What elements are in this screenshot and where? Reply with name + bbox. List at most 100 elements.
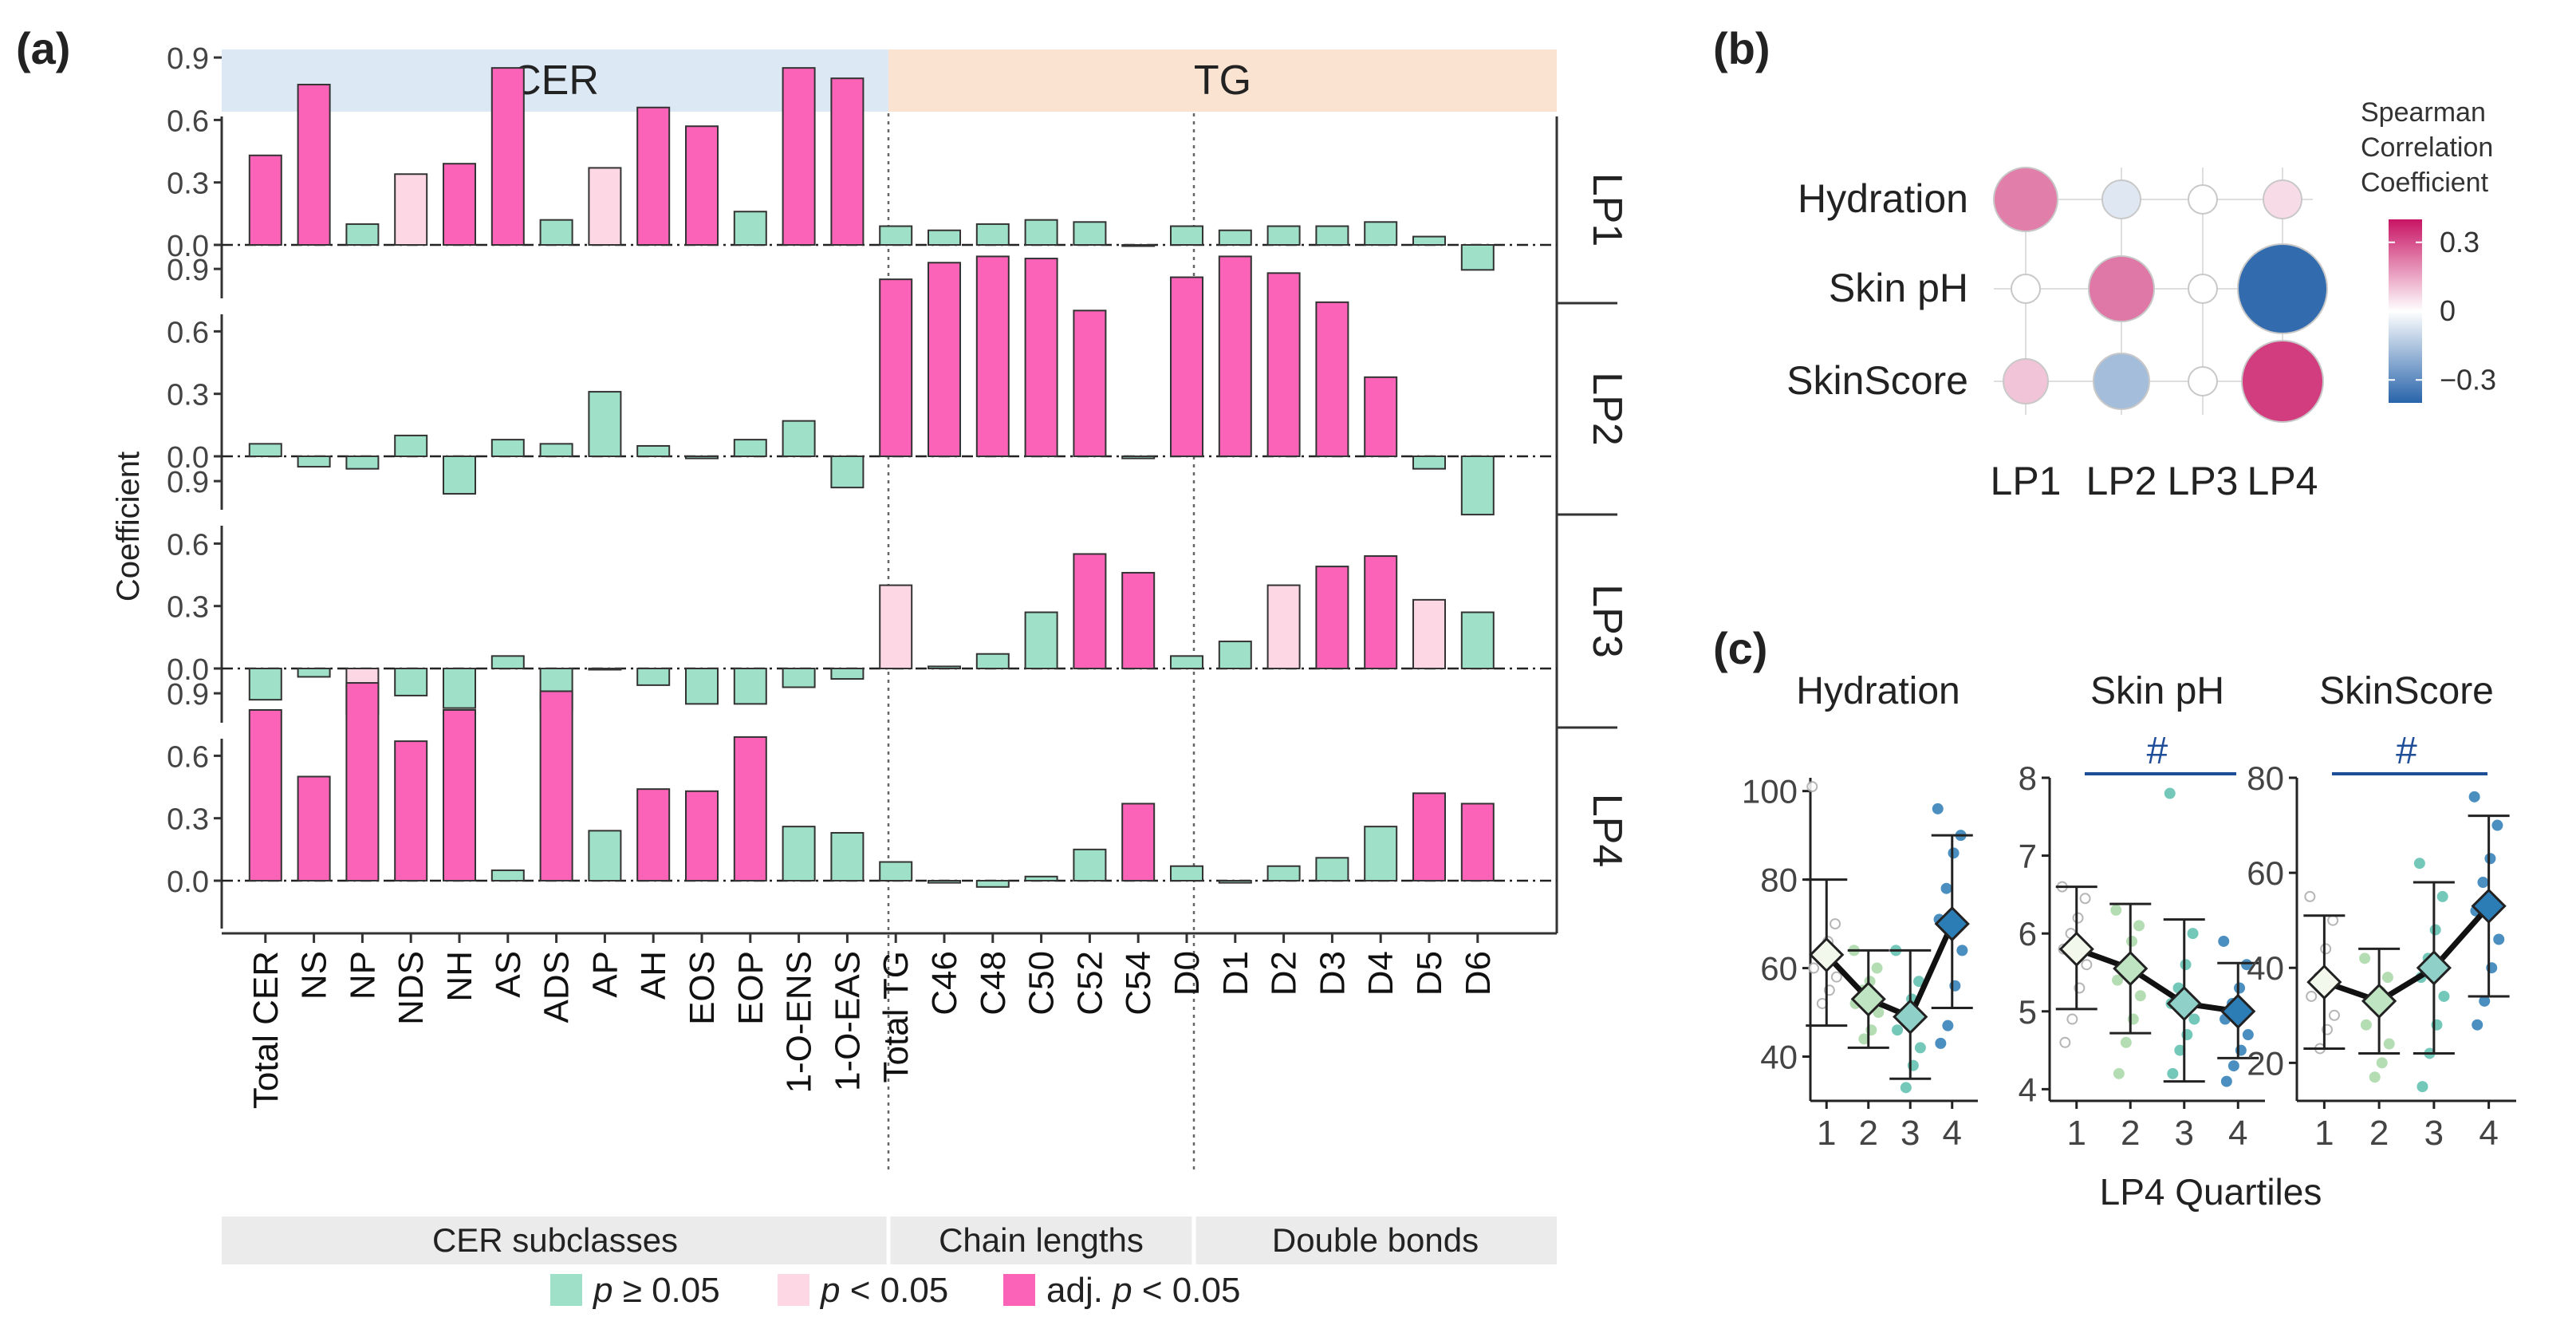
qpanel-point	[2133, 920, 2145, 932]
qpanel-point	[1830, 918, 1841, 930]
legend-label-ns: p ≥ 0.05	[592, 1271, 720, 1310]
qpanel-ytick-label: 100	[1742, 773, 1798, 810]
heat-row-label-2: SkinScore	[1786, 358, 1968, 403]
bottom-strip-label-0: CER subclasses	[432, 1221, 678, 1259]
qpanel-point	[1830, 971, 1842, 983]
colorbar-title-line1: Spearman	[2361, 97, 2486, 128]
qpanel-point	[2110, 904, 2122, 916]
bar-LP4-C46	[928, 880, 961, 884]
bar-LP4-1-O-EAS	[830, 831, 865, 881]
xtick-label-Total TG: Total TG	[876, 951, 916, 1083]
xtick-label-AP: AP	[585, 951, 624, 998]
bar-LP3-D6	[1460, 611, 1495, 670]
qpanel-ytick-label: 60	[2247, 854, 2284, 892]
heat-col-label-3: LP4	[2247, 459, 2318, 503]
ytick-label: 0.6	[167, 740, 209, 774]
qpanel-mean-diamond	[2220, 993, 2256, 1029]
qpanel-point	[2220, 1075, 2232, 1087]
bar-LP3-EOS	[685, 668, 719, 705]
xtick-label-C54: C54	[1119, 951, 1158, 1016]
bar-LP1-NP	[345, 223, 380, 246]
bar-LP2-D2	[1266, 272, 1301, 457]
bar-LP4-NDS	[394, 740, 428, 881]
qpanel-point	[2242, 1029, 2254, 1041]
qpanel-mean-diamond	[2416, 950, 2452, 986]
bar-LP2-C50	[1024, 258, 1058, 457]
qpanel-mean-diamond	[2361, 983, 2397, 1020]
bar-LP2-NH	[443, 456, 476, 495]
xtick-label-D0: D0	[1168, 951, 1207, 996]
heat-row-label-1: Skin pH	[1829, 266, 1968, 310]
bar-LP2-D1	[1218, 255, 1252, 457]
bottom-strip-1	[888, 1217, 1194, 1264]
ytick-label: 0.0	[167, 230, 209, 263]
qpanel-point	[1900, 1082, 1912, 1094]
bar-LP2-Total TG	[879, 278, 913, 457]
qpanel-point	[2477, 877, 2489, 889]
bar-LP3-D0	[1170, 655, 1203, 670]
colorbar-title-line3: Coefficient	[2361, 168, 2489, 198]
qpanel-point	[2493, 933, 2505, 945]
bar-LP1-1-O-ENS	[782, 67, 816, 246]
bar-LP1-D2	[1266, 225, 1301, 246]
heat-cell-Skin pH-LP1	[2011, 274, 2041, 304]
bar-LP3-C48	[975, 653, 1010, 669]
bar-LP2-Total CER	[248, 443, 282, 458]
xtick-label-D1: D1	[1216, 951, 1255, 996]
strip-tg-label: TG	[1194, 57, 1251, 104]
bar-LP4-EOP	[733, 736, 767, 881]
bar-LP2-D5	[1412, 456, 1446, 470]
bar-LP3-Total CER	[248, 668, 282, 701]
qpanel-ytick-label: 20	[2247, 1044, 2284, 1082]
bar-LP1-C52	[1073, 221, 1107, 246]
qpanel-point	[1942, 1020, 1954, 1031]
qpanel-point	[2491, 819, 2503, 831]
heat-cell-SkinScore-LP4	[2241, 340, 2324, 423]
facet-label-LP2: LP2	[1584, 372, 1630, 446]
qpanel-point	[1871, 962, 1883, 974]
heat-cell-SkinScore-LP3	[2188, 366, 2218, 396]
ytick-label: 0.9	[167, 678, 209, 712]
qpanel-xtick-label: 2	[2121, 1114, 2140, 1153]
qpanel-mean-line-2	[2323, 904, 2491, 1004]
panel-label-b: (b)	[1713, 23, 1771, 73]
bar-LP2-C54	[1121, 456, 1156, 459]
qpanel-point	[2113, 1067, 2125, 1079]
bar-LP1-C46	[928, 229, 961, 246]
qpanel-point	[2327, 914, 2339, 926]
bar-LP2-AH	[636, 444, 671, 458]
xtick-label-1-O-ENS: 1-O-ENS	[780, 951, 819, 1093]
qpanel-title-1: Skin pH	[2090, 670, 2224, 712]
bottom-strip-0	[222, 1217, 888, 1264]
bar-LP3-C54	[1121, 571, 1156, 669]
legend-swatch-adj	[1003, 1274, 1035, 1306]
qpanel-point	[2187, 928, 2199, 940]
qpanel-ytick-label: 7	[2019, 838, 2037, 875]
qpanel-point	[1956, 945, 1968, 956]
bar-LP2-AS	[490, 439, 525, 457]
xtick-label-NH: NH	[440, 951, 479, 1002]
heat-col-label-1: LP2	[2086, 459, 2157, 503]
heat-cell-Skin pH-LP4	[2237, 243, 2328, 334]
legend-swatch-ns	[550, 1274, 582, 1306]
qpanel-point	[1806, 781, 1818, 793]
bar-LP2-C46	[928, 262, 961, 457]
heat-cell-Hydration-LP2	[2101, 179, 2141, 219]
bar-LP3-1-O-EAS	[830, 668, 865, 680]
bar-LP4-C48	[975, 880, 1010, 888]
qpanel-xtick-label: 4	[1943, 1114, 1962, 1153]
bar-LP3-NH	[443, 668, 476, 709]
panel-label-c: (c)	[1713, 623, 1767, 673]
qpanel-point	[1873, 1007, 1885, 1019]
qpanel-point	[2438, 990, 2450, 1002]
bar-LP3-AP	[588, 668, 622, 671]
bar-LP1-1-O-EAS	[830, 77, 865, 246]
bar-LP1-EOS	[685, 125, 719, 246]
qpanel-mean-diamond	[2058, 931, 2094, 967]
qpanel-point	[2328, 1009, 2340, 1021]
xtick-label-D3: D3	[1313, 951, 1352, 996]
qpanel-point	[2072, 912, 2084, 924]
bar-LP4-D5	[1412, 792, 1446, 882]
